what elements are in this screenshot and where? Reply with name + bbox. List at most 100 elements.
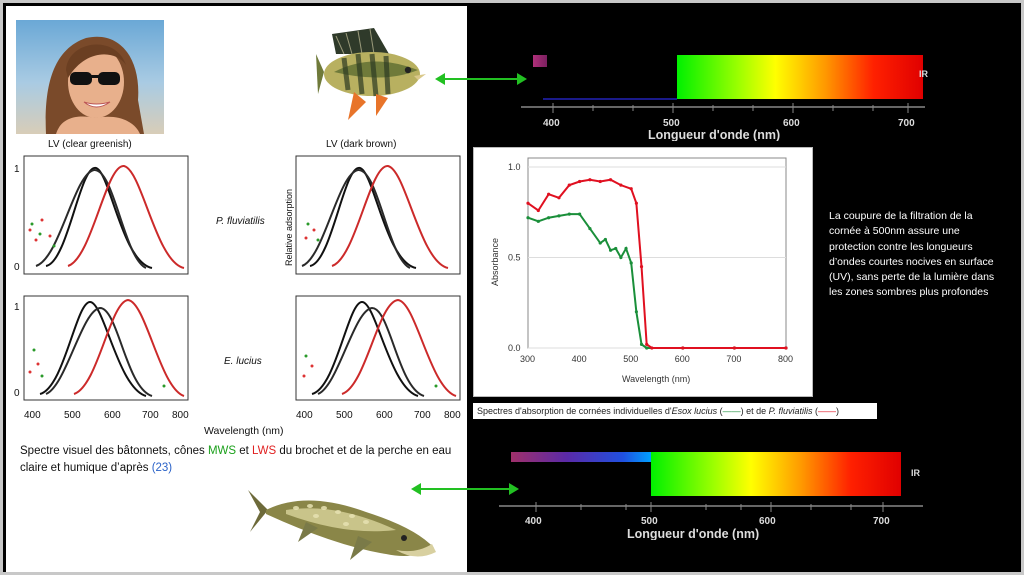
caption-lws: LWS: [252, 445, 277, 457]
absorbance-point: [732, 346, 736, 350]
y-tick-1-top-left: 1: [14, 164, 20, 175]
absorbance-point: [619, 183, 623, 187]
absorb-caption-mid2: ) et de: [740, 406, 769, 416]
absorbance-ytick: 0.5: [508, 253, 521, 263]
absorbance-ylabel: Absorbance: [490, 238, 500, 286]
plot-bottom-left-frame: [23, 295, 189, 401]
caption-part-a: Spectre visuel des bâtonnets, cônes: [20, 445, 208, 457]
absorbance-point: [557, 214, 561, 218]
absorbance-point: [634, 201, 638, 205]
absorbance-series-line-1: [527, 178, 786, 349]
x-tick-400-right: 400: [296, 410, 313, 421]
absorbance-point: [608, 248, 613, 252]
absorbance-point: [547, 216, 551, 220]
absorbance-point: [784, 346, 788, 350]
visual-spectra-plots: 1 0 1 0 Relative adsorption P. fluviatil…: [14, 155, 461, 437]
spectrum-top-ir-label: IR: [919, 69, 929, 79]
absorbance-point: [526, 201, 530, 205]
absorbance-point: [629, 187, 633, 191]
x-tick-500-right: 500: [336, 410, 353, 421]
absorbance-series-line-0: [527, 213, 786, 349]
plot-top-left-frame: [23, 155, 189, 275]
arrow-bottom: [411, 483, 519, 495]
absorbance-point: [536, 219, 540, 223]
y-tick-0-bottom-left: 0: [14, 388, 20, 399]
spectrum-bottom-tick-600: 600: [759, 516, 776, 527]
absorbance-point: [624, 246, 628, 251]
absorbance-point: [639, 264, 644, 269]
plot-top-right-frame: [295, 155, 461, 275]
absorbance-xtick: 300: [520, 354, 535, 364]
absorbance-point: [639, 342, 644, 346]
relative-adsorption-label: Relative adsorption: [284, 189, 294, 266]
absorbance-point: [603, 237, 607, 242]
absorb-caption-mid: (: [717, 406, 723, 416]
woman-photo: [16, 20, 164, 134]
y-tick-1-bottom-left: 1: [14, 302, 20, 313]
spectrum-bottom-tick-500: 500: [641, 516, 658, 527]
x-tick-500-left: 500: [64, 410, 81, 421]
x-tick-600-right: 600: [376, 410, 393, 421]
absorbance-point: [557, 196, 561, 200]
species-label-perch: P. fluviatilis: [216, 216, 265, 227]
absorbance-point: [547, 192, 551, 196]
absorbance-xtick: 500: [623, 354, 638, 364]
absorbance-point: [598, 179, 602, 184]
absorbance-xtick: 700: [726, 354, 741, 364]
caption-mws: MWS: [207, 445, 237, 457]
caption-part-c: du brochet et de la perche en eau claire…: [20, 445, 452, 474]
cornea-filter-note: La coupure de la filtration de la cornée…: [829, 210, 995, 299]
absorbance-xlabel: Wavelength (nm): [622, 374, 690, 384]
spectrum-bottom: 400 500 600 700 Longueur d'onde (nm) IR: [499, 452, 923, 540]
absorbance-chart: 1.00.50.0 300 400 500 600 700 800 Absorbance …: [490, 157, 793, 384]
arrow-top: [435, 73, 527, 85]
absorb-caption-red-swatch: ——: [817, 406, 836, 416]
caption-reference-link[interactable]: (23): [151, 462, 173, 474]
absorbance-ytick: 1.0: [508, 162, 521, 172]
spectrum-top-axis-title: Longueur d'onde (nm): [648, 128, 780, 141]
absorbance-point: [614, 246, 618, 251]
absorb-caption-prefix: Spectres d'absorption de cornées individ…: [477, 406, 672, 416]
left-panel: LV (clear greenish) LV (dark brown): [6, 6, 467, 572]
label-clear-water: LV (clear greenish): [48, 139, 132, 150]
absorbance-point: [578, 212, 582, 216]
absorbance-point: [588, 226, 592, 231]
spectrum-top-tick-600: 600: [783, 118, 800, 129]
spectrum-top-tick-500: 500: [663, 118, 680, 129]
absorbance-point: [629, 261, 633, 265]
absorbance-point: [567, 212, 571, 216]
slide-background: LV (clear greenish) LV (dark brown): [3, 3, 1021, 572]
x-tick-800-left: 800: [172, 410, 189, 421]
y-tick-0-top-left: 0: [14, 262, 20, 273]
spectrum-bottom-axis-title: Longueur d'onde (nm): [627, 527, 759, 540]
absorbance-chart-panel: 1.0 0.5 0.0 300 400 500 600 700 800 Absorbance …: [473, 147, 813, 397]
absorbance-point: [681, 346, 685, 350]
spectrum-top-tick-400: 400: [543, 118, 560, 129]
absorbance-xtick: 800: [778, 354, 793, 364]
absorbance-point: [650, 346, 654, 350]
absorbance-point: [567, 183, 571, 187]
absorb-caption-green-swatch: ——: [722, 406, 741, 416]
spectrum-top: 400 500 600 700 Longueur d'onde (nm) IR: [521, 55, 929, 141]
x-tick-600-left: 600: [104, 410, 121, 421]
label-dark-water: LV (dark brown): [326, 139, 397, 150]
x-tick-400-left: 400: [24, 410, 41, 421]
absorbance-xtick: 400: [572, 354, 587, 364]
absorb-caption-perch: P. fluviatilis: [768, 406, 813, 416]
absorbance-point: [619, 255, 623, 260]
plot-bottom-right-frame: [295, 295, 461, 401]
caption-part-b: et: [236, 445, 253, 457]
absorbance-point: [645, 342, 649, 346]
x-tick-700-right: 700: [414, 410, 431, 421]
absorbance-xtick: 600: [675, 354, 690, 364]
absorb-caption-esox: Esox lucius: [671, 406, 718, 416]
absorbance-point: [645, 346, 649, 350]
spectrum-top-tick-700: 700: [898, 118, 915, 129]
absorbance-caption: Spectres d'absorption de cornées individ…: [473, 403, 877, 419]
absorbance-point: [526, 216, 530, 220]
absorbance-point: [608, 178, 613, 182]
wavelength-axis-label: Wavelength (nm): [204, 425, 284, 437]
absorbance-point: [536, 208, 540, 213]
pike-fish-image: [248, 490, 436, 560]
absorbance-plot-frame: [527, 157, 787, 349]
